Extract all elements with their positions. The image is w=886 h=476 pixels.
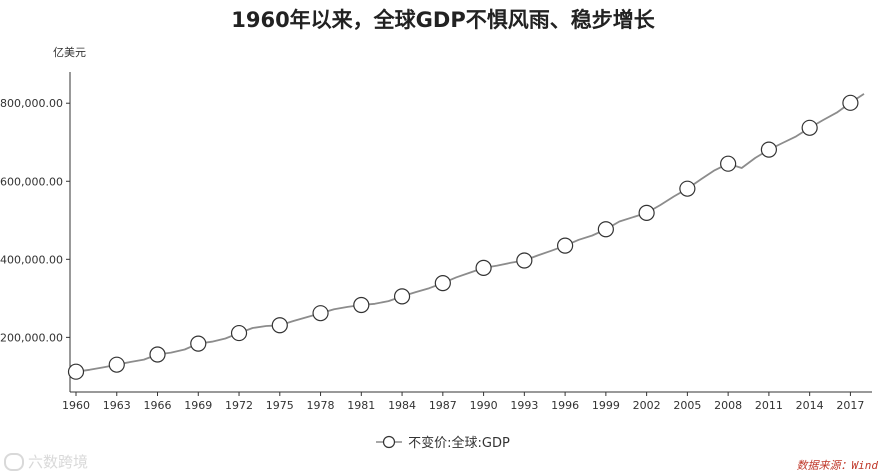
x-tick-label: 1996 (551, 399, 579, 412)
legend-marker-icon (376, 435, 403, 448)
x-tick-label: 1990 (470, 399, 498, 412)
x-tick-label: 2005 (673, 399, 701, 412)
x-tick-label: 1960 (62, 399, 90, 412)
y-tick-label: 600,000.00 (0, 175, 63, 188)
data-point (638, 204, 655, 221)
series-line (75, 93, 865, 373)
x-tick-label: 2011 (755, 399, 783, 412)
x-tick-label: 2014 (796, 399, 824, 412)
data-source: 数据来源：Wind (796, 459, 879, 472)
data-point (760, 141, 777, 158)
data-point (149, 346, 166, 363)
y-tick-label: 200,000.00 (0, 331, 63, 344)
x-tick-label: 1987 (429, 399, 457, 412)
watermark-text: 六数跨境 (28, 453, 89, 471)
x-tick-label: 2008 (714, 399, 742, 412)
watermark: 六数跨境 (4, 451, 88, 472)
data-point (230, 324, 248, 342)
data-point (720, 155, 737, 172)
x-tick-label: 1975 (266, 399, 294, 412)
data-point (801, 119, 818, 136)
data-point (597, 221, 614, 238)
x-tick-label: 1972 (225, 399, 253, 412)
x-tick-label: 1978 (307, 399, 335, 412)
chart-title: 1960年以来，全球GDP不惧风雨、稳步增长 (231, 8, 655, 32)
data-point (475, 259, 492, 277)
legend[interactable]: 不变价:全球:GDP (0, 432, 886, 453)
x-tick-label: 1984 (388, 399, 416, 412)
data-point (312, 305, 329, 322)
data-point (190, 335, 207, 352)
x-tick-label: 2002 (633, 399, 661, 412)
data-point (67, 363, 85, 380)
x-tick-label: 1981 (347, 399, 375, 412)
x-tick-label: 1999 (592, 399, 620, 412)
watermark-logo-icon (4, 452, 24, 471)
data-point (557, 237, 574, 254)
data-point (108, 356, 125, 373)
legend-label: 不变价:全球:GDP (408, 436, 510, 451)
x-tick-label: 1963 (103, 399, 131, 412)
data-point (271, 317, 288, 334)
y-tick-label: 400,000.00 (0, 253, 63, 266)
data-point (679, 180, 696, 197)
x-tick-label: 1993 (510, 399, 538, 412)
data-point (434, 275, 451, 292)
data-point (393, 288, 411, 305)
x-tick-label: 1966 (144, 399, 172, 412)
x-tick-label: 1969 (184, 399, 212, 412)
y-axis-unit-label: 亿美元 (53, 46, 86, 59)
data-point (353, 296, 370, 314)
x-tick-label: 2017 (836, 399, 864, 412)
y-tick-label: 800,000.00 (0, 97, 63, 110)
data-point (516, 252, 533, 269)
data-point (842, 94, 859, 111)
